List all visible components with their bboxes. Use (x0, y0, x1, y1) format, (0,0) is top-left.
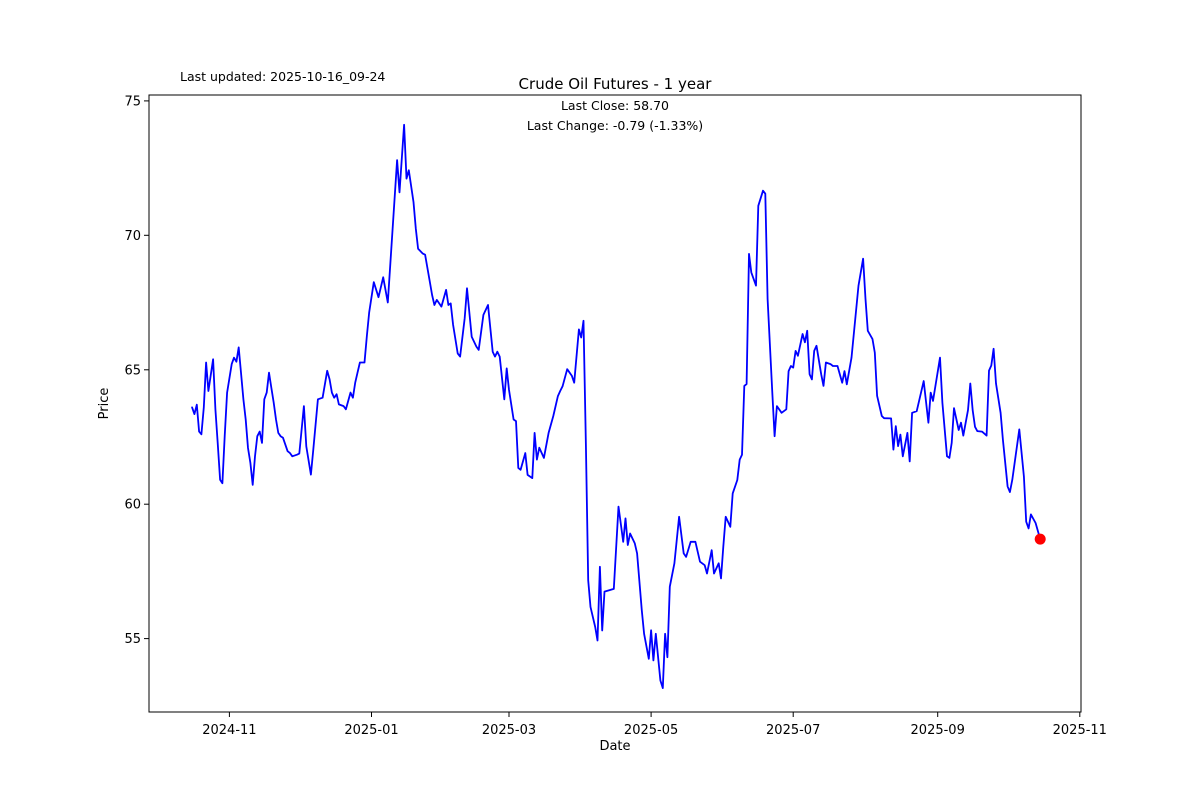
y-tick-label: 75 (124, 94, 141, 109)
last-change-annotation: Last Change: -0.79 (-1.33%) (527, 118, 703, 133)
last-price-marker (1034, 533, 1046, 545)
y-axis-label: Price (97, 388, 112, 420)
chart-title: Crude Oil Futures - 1 year (519, 75, 713, 93)
x-tick-label: 2024-11 (202, 723, 256, 738)
price-line-series (191, 123, 1042, 689)
y-tick-label: 70 (124, 229, 141, 244)
axis-ticks-layer: 55 60 65 70 75 2024-11 2025-01 2025-03 2025-05 20… (124, 94, 1107, 738)
x-tick-label: 2025-05 (624, 723, 678, 738)
y-tick-label: 60 (124, 498, 141, 513)
last-close-annotation: Last Close: 58.70 (561, 98, 669, 113)
x-tick-label: 2025-07 (766, 723, 820, 738)
x-tick-label: 2025-09 (911, 723, 965, 738)
x-axis-label: Date (599, 739, 630, 754)
plot-area-border (148, 94, 1082, 713)
x-tick-label: 2025-03 (482, 723, 536, 738)
y-tick-label: 65 (124, 363, 141, 378)
x-tick-label: 2025-01 (344, 723, 398, 738)
x-tick-label: 2025-11 (1053, 723, 1107, 738)
y-tick-label: 55 (124, 632, 141, 647)
last-updated-annotation: Last updated: 2025-10-16_09-24 (180, 69, 385, 84)
